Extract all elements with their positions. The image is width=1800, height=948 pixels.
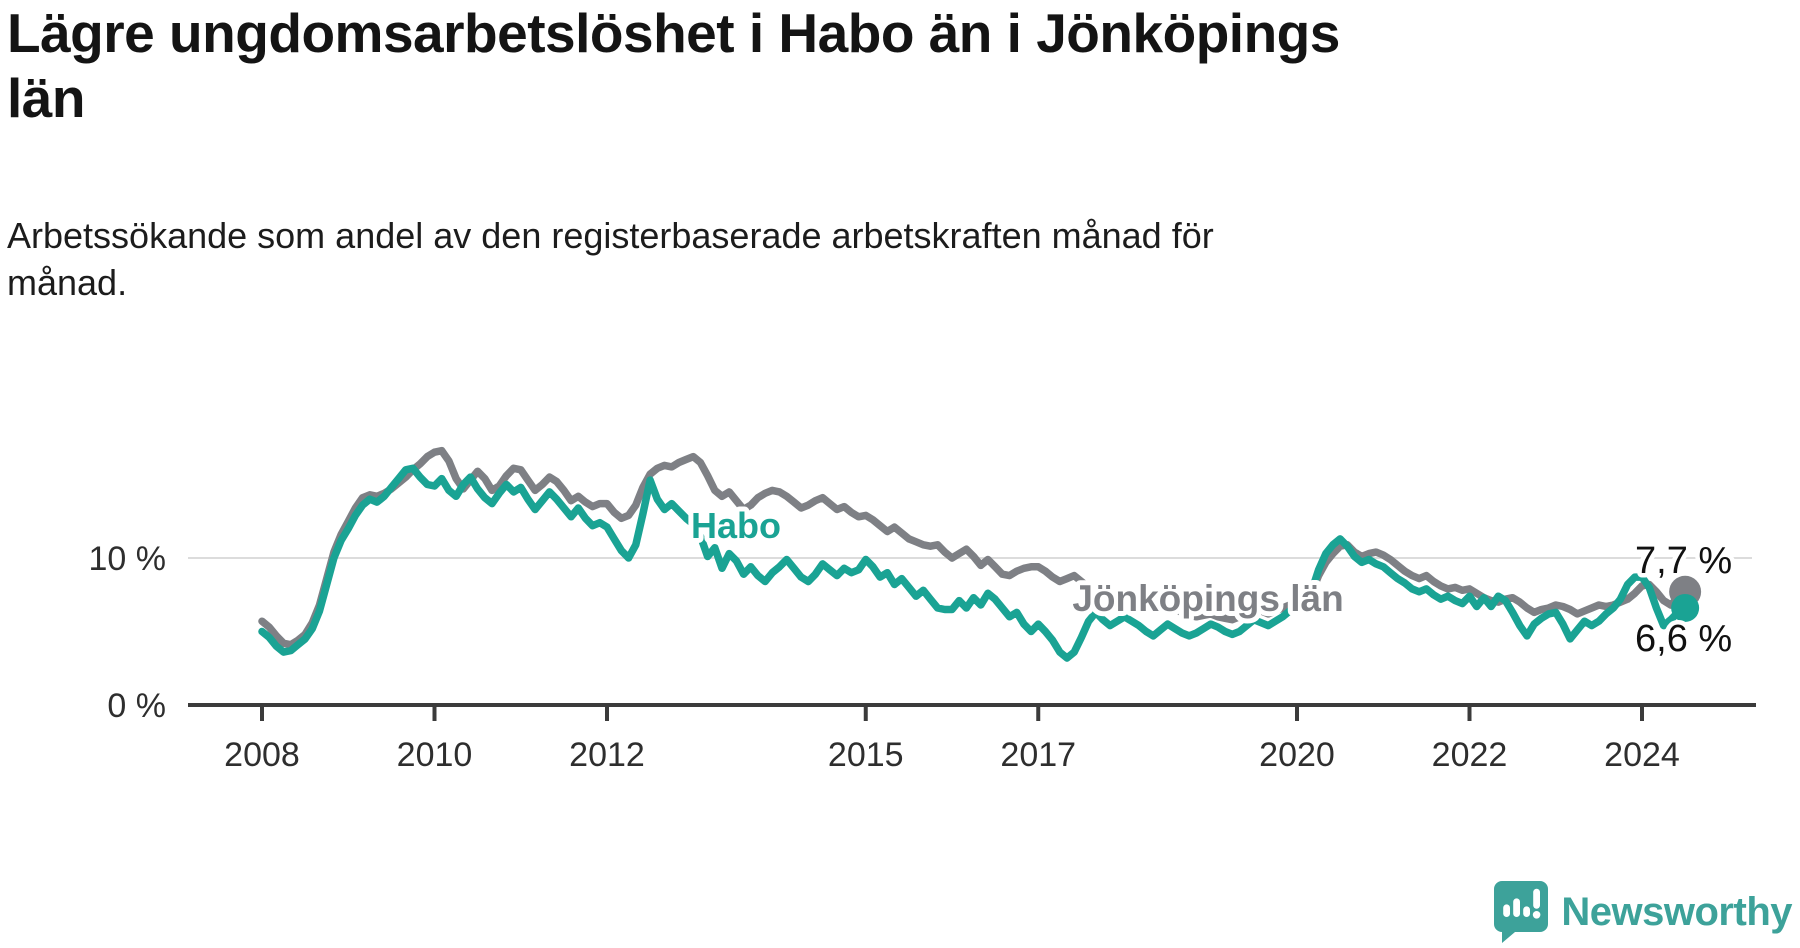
newsworthy-wordmark: Newsworthy xyxy=(1561,889,1792,934)
x-tick-label-2012: 2012 xyxy=(569,736,645,774)
page-title: Lägre ungdomsarbetslöshet i Habo än i Jö… xyxy=(7,1,1340,131)
exclamation-dot xyxy=(1533,911,1541,919)
newsworthy-bubble-icon xyxy=(1494,881,1549,943)
x-tick-label-2008: 2008 xyxy=(224,736,300,774)
series-label-habo: Habo xyxy=(691,505,781,546)
bubble-shape xyxy=(1494,881,1549,943)
exclamation-bar xyxy=(1533,888,1541,909)
end-dot-habo xyxy=(1671,593,1700,622)
bar-3 xyxy=(1523,906,1531,917)
x-tick-label-2017: 2017 xyxy=(1000,736,1076,774)
end-value-label-j-nk-pings-l-n: 7,7 % xyxy=(1635,540,1732,582)
x-tick-label-2022: 2022 xyxy=(1432,736,1508,774)
series-label-j-nk-pings-l-n: Jönköpings län xyxy=(1072,578,1343,619)
newsworthy-logo: Newsworthy xyxy=(1492,880,1792,944)
x-tick-label-2024: 2024 xyxy=(1604,736,1680,774)
series-line-habo xyxy=(258,464,1689,662)
x-tick-label-2010: 2010 xyxy=(397,736,473,774)
title-line-1: Lägre ungdomsarbetslöshet i Habo än i Jö… xyxy=(7,2,1340,64)
subtitle-line-1: Arbetssökande som andel av den registerb… xyxy=(7,215,1214,256)
subtitle-line-2: månad. xyxy=(7,262,128,303)
y-tick-label-0: 0 % xyxy=(107,687,166,725)
bar-1 xyxy=(1503,904,1511,917)
x-tick-label-2020: 2020 xyxy=(1259,736,1335,774)
title-line-2: län xyxy=(7,67,85,129)
x-tick-label-2015: 2015 xyxy=(828,736,904,774)
bar-2 xyxy=(1513,898,1521,917)
end-value-label-habo: 6,6 % xyxy=(1635,618,1732,660)
chart-subtitle: Arbetssökande som andel av den registerb… xyxy=(7,212,1214,306)
y-tick-label-10: 10 % xyxy=(89,540,167,578)
series-line-j-nk-pings-l-n xyxy=(258,446,1689,649)
